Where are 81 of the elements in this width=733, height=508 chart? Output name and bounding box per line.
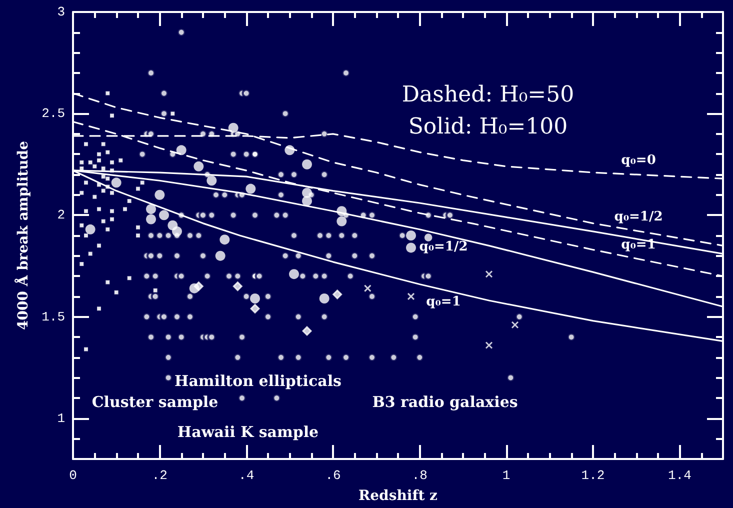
point: [88, 160, 92, 164]
y-axis-title: 4000 Å break amplitude: [14, 140, 32, 330]
x-tick-label: 1.2: [581, 468, 605, 483]
x-tick-label: .2: [152, 468, 168, 483]
y-tick-label: 2.5: [42, 106, 65, 122]
point: [140, 180, 144, 185]
point: [118, 158, 123, 162]
point: [110, 114, 114, 118]
point: [106, 91, 110, 96]
point: [84, 234, 88, 238]
series-label: q₀=1/2: [614, 210, 663, 225]
annotation: B3 radio galaxies: [372, 393, 518, 411]
x-tick-label: 1.4: [668, 468, 692, 483]
point: [97, 158, 101, 162]
point: [170, 112, 175, 116]
point: [302, 326, 312, 336]
point: [194, 282, 204, 292]
point: [136, 234, 140, 238]
point: [101, 188, 106, 193]
x-tick-label: .6: [325, 468, 341, 483]
point: [127, 198, 132, 203]
point: [97, 306, 101, 311]
series-label: q₀=1: [426, 294, 461, 310]
point: [88, 252, 92, 256]
y-tick-label: 3: [57, 4, 65, 20]
y-tick-label: 1: [57, 410, 66, 426]
point: [92, 164, 97, 168]
annotation: Hawaii K sample: [177, 423, 319, 441]
point: [153, 288, 158, 292]
series-label: q₀=0: [621, 153, 656, 168]
point: [136, 225, 140, 230]
point: [364, 284, 372, 292]
point: [127, 276, 132, 280]
series-label: q₀=1: [621, 237, 656, 252]
point: [106, 280, 110, 284]
y-tick-label: 1.5: [42, 309, 65, 324]
point: [250, 304, 260, 314]
point: [110, 209, 114, 214]
point: [136, 186, 140, 191]
point: [332, 290, 342, 300]
point: [80, 190, 84, 195]
point: [84, 209, 88, 214]
y-tick-label: 2: [57, 208, 65, 223]
point: [101, 219, 106, 224]
annotation: Dashed: H₀=50: [402, 82, 574, 108]
point: [101, 166, 106, 170]
point: [101, 142, 106, 146]
point: [110, 190, 114, 195]
x-axis-title: Redshift z: [358, 488, 438, 504]
x-tick-label: .4: [238, 468, 254, 483]
point: [407, 292, 415, 300]
point: [97, 152, 101, 156]
x-tick-label: 1: [502, 468, 510, 483]
annotation: Cluster sample: [92, 393, 218, 411]
point: [84, 180, 88, 185]
point: [123, 207, 127, 212]
point: [232, 282, 242, 292]
point: [110, 217, 114, 222]
x-tick-label: 0: [69, 468, 77, 483]
point: [114, 290, 118, 294]
point: [101, 174, 106, 179]
point: [84, 347, 88, 352]
series-label: q₀=1/2: [419, 239, 468, 254]
point: [110, 160, 114, 164]
point: [97, 207, 101, 212]
point: [485, 270, 493, 278]
annotation: Hamilton ellipticals: [174, 372, 342, 390]
point: [106, 176, 110, 181]
point: [80, 160, 84, 164]
annotation: Solid: H₀=100: [408, 114, 568, 140]
point: [106, 227, 110, 232]
point: [80, 223, 84, 228]
point: [80, 262, 84, 266]
x-tick-label: .8: [412, 468, 428, 483]
point: [80, 166, 84, 170]
point: [106, 150, 110, 154]
point: [84, 142, 88, 146]
point: [97, 244, 101, 248]
point: [511, 321, 519, 329]
point: [485, 341, 493, 349]
point: [92, 194, 97, 199]
